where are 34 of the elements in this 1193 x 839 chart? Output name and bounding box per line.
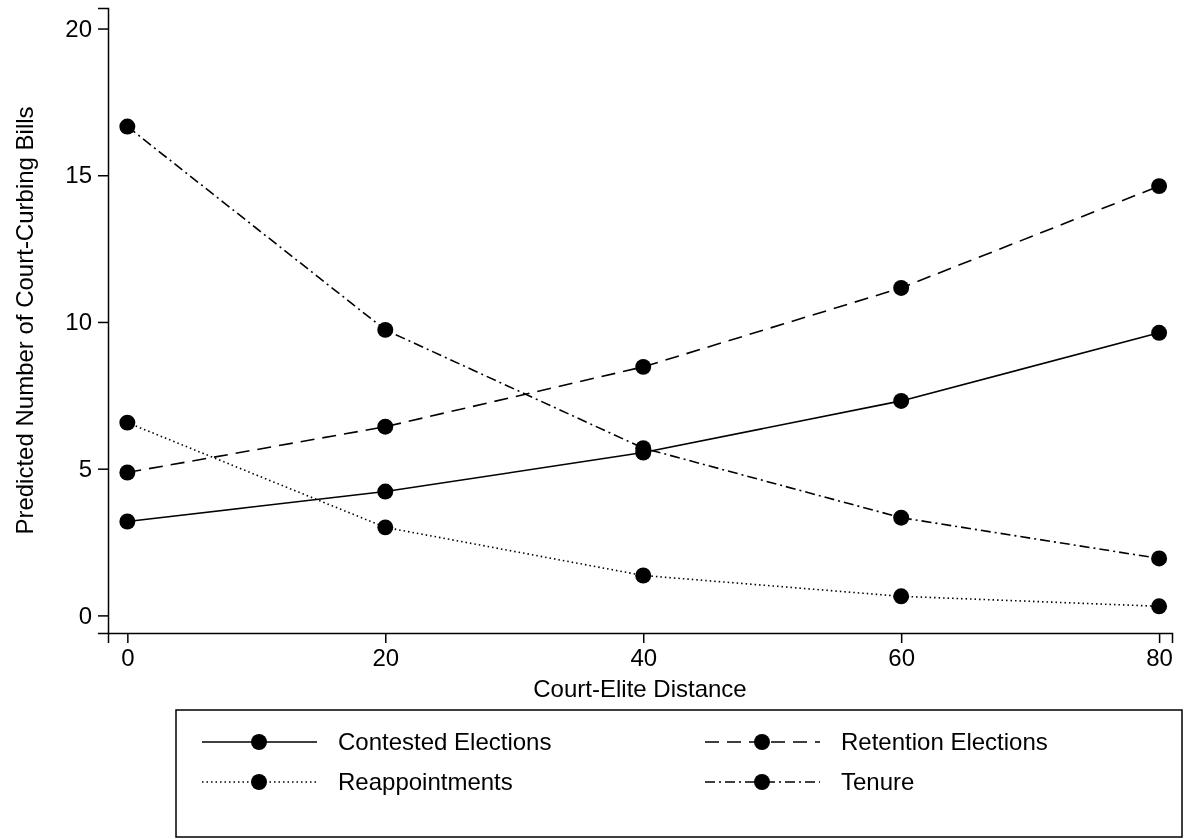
point [1151, 550, 1168, 567]
point [893, 509, 910, 526]
point [377, 483, 394, 500]
y-tick-label: 10 [65, 308, 92, 336]
legend-label: Tenure [841, 768, 915, 795]
point [377, 519, 394, 536]
x-tick-label: 80 [1146, 644, 1173, 672]
point [119, 464, 136, 481]
point [1151, 178, 1168, 195]
point [635, 358, 652, 375]
point [119, 414, 136, 431]
legend-label: Reappointments [338, 768, 513, 795]
point [119, 513, 136, 530]
point [1151, 598, 1168, 615]
x-tick-label: 40 [630, 644, 658, 672]
legend-label: Retention Elections [841, 728, 1048, 755]
point [635, 567, 652, 584]
x-tick-label: 0 [121, 644, 135, 672]
x-tick-label: 60 [888, 644, 916, 672]
point [377, 418, 394, 435]
point [119, 118, 136, 135]
point [893, 588, 910, 605]
point [893, 392, 910, 409]
x-axis-title: Court-Elite Distance [533, 675, 747, 702]
point [893, 279, 910, 296]
y-tick-label: 15 [65, 161, 92, 189]
point [377, 321, 394, 338]
y-axis-title: Predicted Number of Court-Curbing Bills [11, 106, 38, 535]
x-tick-label: 20 [372, 644, 400, 672]
y-tick-label: 0 [78, 601, 92, 629]
y-tick-label: 20 [65, 14, 92, 42]
y-tick-label: 5 [78, 454, 92, 482]
legend-label: Contested Elections [338, 728, 552, 755]
point [1151, 324, 1168, 341]
